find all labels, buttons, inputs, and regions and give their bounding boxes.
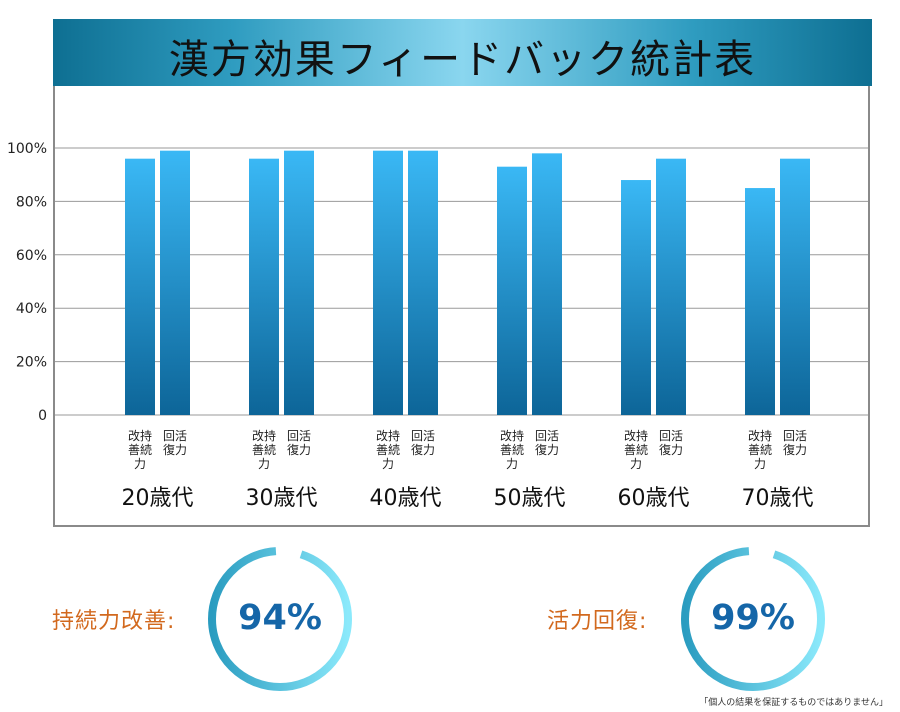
bar-series-label: 改持 [748,428,772,443]
x-category-label: 30歳代 [246,486,318,511]
bar-series-label: 復力 [659,442,683,457]
bar-series-label: 力 [630,457,642,471]
bar-series-label: 改持 [376,428,400,443]
y-tick-label: 40% [16,301,47,317]
bar [160,150,190,416]
bar [497,166,527,415]
bar-series-label: 善続 [500,442,524,457]
bar-series-label: 回活 [411,429,435,443]
bar-series-label: 改持 [128,428,152,443]
bar-series-label: 力 [134,457,146,471]
x-category-label: 70歳代 [742,486,814,511]
bar-series-label: 善続 [252,442,276,457]
bar [780,158,810,415]
bar-series-label: 善続 [624,442,648,457]
bar-series-label: 復力 [287,442,311,457]
bar-series-label: 回活 [287,429,311,443]
bar-series-label: 善続 [748,442,772,457]
x-category-label: 20歳代 [122,486,194,511]
bar-series-label: 力 [506,457,518,471]
chart-frame [53,86,870,527]
bar-series-label: 改持 [624,428,648,443]
bar-series-label: 力 [258,457,270,471]
progress-ring-arc [208,547,352,691]
progress-ring-vitality [681,547,825,691]
bar [373,150,403,416]
bar [532,153,562,415]
title-banner: 漢方効果フィードバック統計表 [53,19,872,86]
bar [284,150,314,416]
bar [656,158,686,415]
bar-series-label: 復力 [783,442,807,457]
x-category-label: 50歳代 [494,486,566,511]
chart-title: 漢方効果フィードバック統計表 [168,37,757,83]
bar-series-label: 善続 [376,442,400,457]
progress-ring-arc [681,547,825,691]
progress-ring-endurance [208,547,352,691]
bar-series-label: 回活 [163,429,187,443]
bar-series-label: 回活 [535,429,559,443]
bar-series-label: 善続 [128,442,152,457]
stat-value-vitality: 99% [711,598,795,638]
bar-series-label: 改持 [252,428,276,443]
disclaimer-note: 「個人の結果を保証するものではありません」 [699,698,888,708]
bar-series-label: 復力 [163,442,187,457]
bar-series-label: 復力 [411,442,435,457]
bar-series-label: 復力 [535,442,559,457]
bar-series-label: 回活 [659,429,683,443]
stat-label-vitality: 活力回復: [547,609,648,634]
stat-value-endurance: 94% [238,598,322,638]
y-tick-label: 60% [16,248,47,264]
bar-series-label: 回活 [783,429,807,443]
bar [125,158,155,415]
bar [408,150,438,416]
y-tick-label: 0 [38,408,47,424]
y-tick-label: 20% [16,355,47,371]
bar [621,180,651,415]
stat-label-endurance: 持続力改善: [52,609,176,634]
bar-series-label: 力 [382,457,394,471]
bar-series-label: 力 [754,457,766,471]
x-category-label: 60歳代 [618,486,690,511]
x-category-label: 40歳代 [370,486,442,511]
y-tick-label: 100% [7,141,47,157]
bar-chart: 020%40%60%80%100%改持善続力回活復力20歳代改持善続力回活復力3… [7,141,870,511]
y-tick-label: 80% [16,194,47,210]
bar-series-label: 改持 [500,428,524,443]
bar [249,158,279,415]
bar [745,188,775,415]
